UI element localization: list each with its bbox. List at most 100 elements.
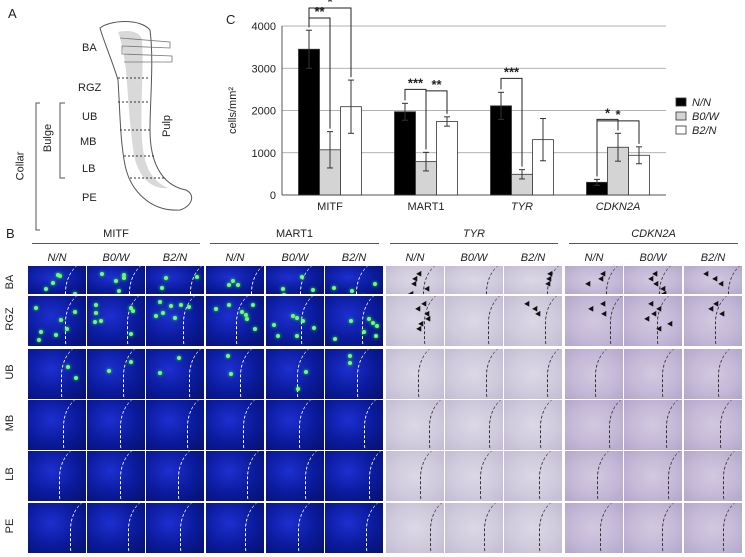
micrograph-cell — [624, 503, 682, 553]
micrograph-cell — [504, 296, 562, 346]
green-cell-marker — [349, 288, 354, 293]
tissue-outline — [63, 400, 86, 450]
legend-swatch — [675, 111, 687, 121]
tissue-outline — [126, 296, 145, 346]
bar — [394, 111, 416, 196]
bulge-bracket — [59, 102, 65, 179]
micrograph-cell — [386, 400, 444, 450]
micrograph-cell — [206, 451, 264, 501]
diagram-label-ub: UB — [82, 111, 98, 123]
micrograph-cell — [266, 296, 324, 346]
green-cell-marker — [176, 356, 181, 361]
arrowhead-marker — [587, 305, 596, 314]
green-cell-marker — [311, 325, 316, 330]
y-tick-label: 2000 — [252, 106, 276, 118]
micrograph-cell — [386, 266, 444, 294]
bar-chart: 0 1000 2000 3000 4000 cells/mm² MITF MART1 TYR CD… — [227, 0, 721, 213]
micrograph-cell — [325, 349, 383, 399]
green-cell-marker — [161, 311, 166, 316]
micrograph-cell — [684, 349, 742, 399]
legend-swatch — [675, 125, 687, 135]
green-cell-marker — [374, 324, 379, 329]
y-tick-label: 0 — [270, 190, 276, 202]
green-cell-marker — [58, 274, 63, 279]
micrograph-cell — [684, 451, 742, 501]
arrowhead-marker — [408, 290, 417, 294]
group-underline — [210, 243, 379, 244]
micrograph-cell — [445, 451, 503, 501]
tissue-outline — [718, 349, 742, 399]
green-cell-marker — [214, 307, 219, 312]
tissue-outline — [595, 349, 623, 399]
column-header: N/N — [584, 252, 604, 264]
green-cell-marker — [107, 368, 112, 373]
tissue-outline — [546, 349, 562, 399]
micrograph-cell — [266, 451, 324, 501]
green-cell-marker — [99, 271, 104, 276]
green-cell-marker — [122, 276, 127, 280]
diagram-label-lb: LB — [82, 163, 96, 175]
tissue-outline — [246, 451, 264, 501]
green-cell-marker — [245, 317, 250, 322]
column-header: N/N — [225, 252, 245, 264]
tissue-outline — [61, 349, 86, 399]
column-header: B0/W — [102, 252, 130, 264]
green-cell-marker — [92, 320, 97, 325]
tissue-outline — [488, 296, 503, 346]
arrowhead-marker — [643, 315, 652, 324]
tissue-outline — [722, 503, 743, 553]
group-title: MITF — [103, 228, 129, 240]
y-tick-label: 3000 — [252, 63, 276, 75]
micrograph-cell — [504, 400, 562, 450]
arrowhead-marker — [584, 280, 593, 289]
green-cell-marker — [229, 372, 234, 377]
arrowhead-marker — [411, 280, 419, 289]
green-cell-marker — [333, 336, 338, 341]
micrograph-cell — [445, 400, 503, 450]
column-header: B2/N — [162, 252, 188, 264]
bar — [298, 48, 320, 196]
tissue-outline — [656, 296, 682, 346]
micrograph-cell — [386, 349, 444, 399]
y-axis-label: cells/mm² — [227, 87, 239, 134]
green-cell-marker — [55, 272, 60, 277]
micrograph-cell — [684, 266, 742, 294]
column-header: B2/N — [700, 252, 726, 264]
x-tick-label: MITF — [317, 201, 343, 213]
micrograph-cell — [87, 451, 145, 501]
x-tick-label: CDKN2A — [596, 201, 641, 213]
green-cell-marker — [272, 322, 277, 327]
micrograph-cell — [684, 503, 742, 553]
micrograph-cell — [504, 451, 562, 501]
green-cell-marker — [225, 354, 230, 359]
green-cell-marker — [37, 337, 42, 342]
arrowhead-marker — [524, 300, 533, 309]
significance-label: *** — [504, 64, 520, 79]
green-cell-marker — [163, 276, 168, 281]
micrograph-cell — [87, 349, 145, 399]
micrograph-cell — [266, 503, 324, 553]
green-cell-marker — [153, 313, 158, 318]
bar — [436, 121, 458, 196]
tissue-outline — [489, 400, 503, 450]
significance-label: * — [327, 0, 333, 9]
green-cell-marker — [332, 285, 337, 290]
arrowhead-marker — [414, 305, 423, 314]
micrograph-cell — [504, 349, 562, 399]
micrograph-cell — [28, 266, 86, 294]
green-cell-marker — [179, 303, 184, 308]
micrograph-cell — [146, 296, 204, 346]
green-cell-marker — [72, 292, 77, 294]
tissue-outline — [720, 400, 742, 450]
micrograph-cell — [445, 266, 503, 294]
tissue-outline — [662, 349, 682, 399]
group-title: CDKN2A — [631, 228, 676, 240]
green-cell-marker — [59, 317, 64, 322]
tissue-outline — [243, 400, 264, 450]
x-tick-label: MART1 — [407, 201, 444, 213]
tissue-outline — [609, 400, 623, 450]
group-title: MART1 — [275, 228, 314, 240]
green-cell-marker — [129, 332, 134, 337]
row-label: LB — [4, 467, 16, 481]
micrograph-cell — [565, 451, 623, 501]
